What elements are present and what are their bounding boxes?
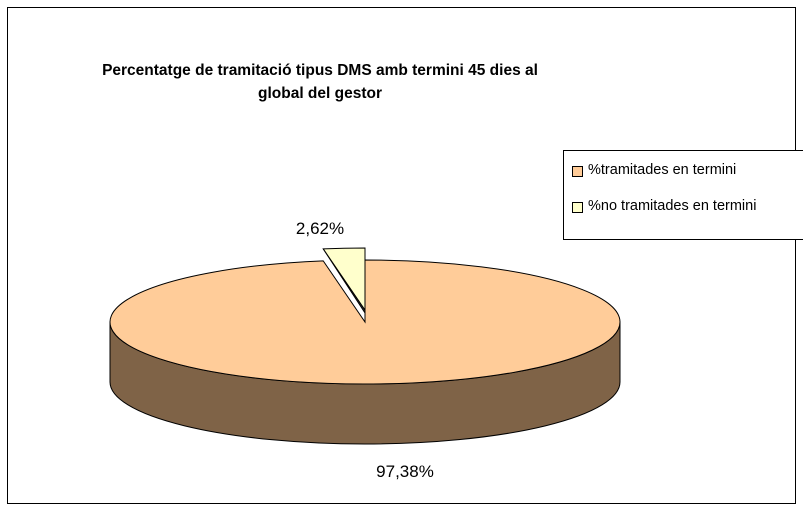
chart-title: Percentatge de tramitació tipus DMS amb … xyxy=(102,62,538,102)
legend: %tramitades en termini %no tramitades en … xyxy=(563,150,803,240)
pie-slice xyxy=(109,259,621,385)
chart-frame xyxy=(7,7,796,504)
legend-item: %no tramitades en termini xyxy=(572,197,797,216)
legend-swatch xyxy=(572,166,583,177)
data-label: 2,62% xyxy=(296,219,344,238)
pie-slice xyxy=(322,247,366,312)
legend-label: %no tramitades en termini xyxy=(588,198,757,214)
legend-label: %tramitades en termini xyxy=(588,162,737,178)
data-label: 97,38% xyxy=(376,462,434,481)
legend-swatch xyxy=(572,202,583,213)
legend-item: %tramitades en termini xyxy=(572,161,797,180)
